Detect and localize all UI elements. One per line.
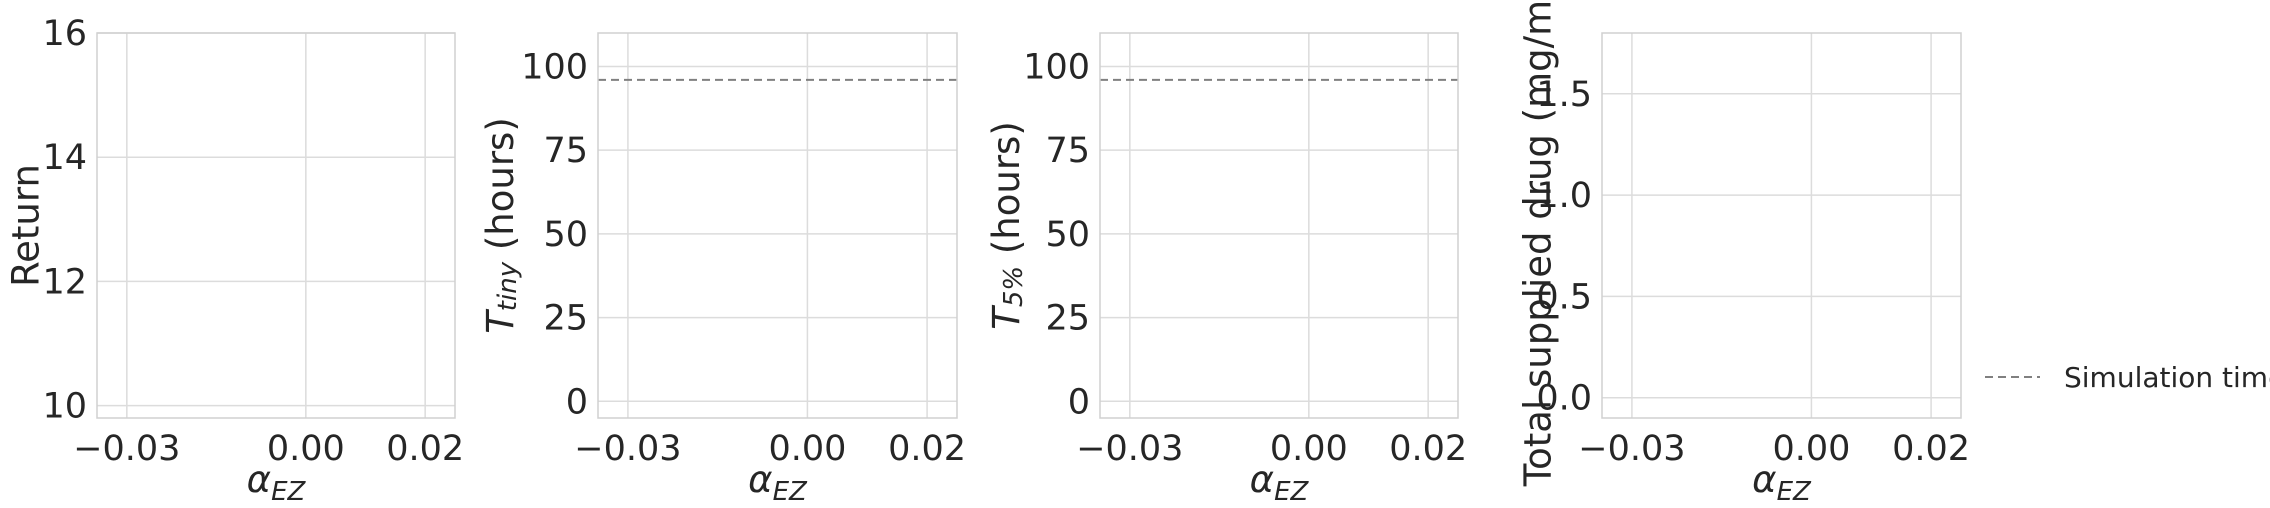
x-axis-label: αEZ: [1752, 458, 1812, 507]
y-axis-label: Ttiny (hours): [479, 117, 524, 334]
y-tick-label: 25: [1045, 299, 1090, 339]
y-tick-label: 14: [42, 138, 87, 178]
x-axis-label: αEZ: [247, 458, 307, 507]
y-tick-label: 100: [521, 47, 588, 87]
x-tick-label: 0.02: [386, 429, 464, 469]
x-tick-label: 0.00: [1772, 429, 1850, 469]
y-tick-label: 0: [1068, 382, 1090, 422]
y-tick-label: 16: [42, 14, 87, 54]
x-tick-label: 0.02: [1389, 429, 1467, 469]
x-tick-label: −0.03: [1076, 429, 1183, 469]
y-tick-label: 1.0: [1536, 176, 1592, 216]
y-axis-label: T5% (hours): [985, 121, 1030, 330]
panel-return: −0.03 0.00 0.02 10 12 14 16 αEZ Return: [5, 14, 465, 507]
x-axis-label: αEZ: [1250, 458, 1310, 507]
y-tick-label: 0.0: [1536, 379, 1592, 419]
y-tick-label: 10: [42, 387, 87, 427]
y-tick-label: 100: [1023, 47, 1090, 87]
x-tick-label: 0.02: [888, 429, 966, 469]
legend-label-simulation-time: Simulation time: [2064, 361, 2270, 394]
x-tick-label: 0.00: [267, 429, 345, 469]
axes-frame: [597, 32, 958, 419]
x-axis-label: αEZ: [748, 458, 808, 507]
axes-frame: [96, 32, 456, 419]
x-tick-label: −0.03: [1578, 429, 1685, 469]
y-tick-label: 75: [543, 131, 588, 171]
y-axis-label: Total supplied drug (mg/mL): [1517, 0, 1560, 487]
y-tick-label: 0.5: [1536, 277, 1592, 317]
panel-t-tiny: −0.03 0.00 0.02 0 25 50 75 100 αEZ Ttiny (hours): [479, 32, 966, 507]
y-tick-label: 75: [1045, 131, 1090, 171]
x-tick-label: 0.02: [1892, 429, 1970, 469]
panel-t-5pct: −0.03 0.00 0.02 0 25 50 75 100 αEZ T5% (hours): [985, 32, 1467, 507]
y-tick-label: 12: [42, 262, 87, 302]
y-tick-label: 50: [543, 215, 588, 255]
legend: Simulation time: [1985, 361, 2270, 394]
y-axis-label: Return: [5, 164, 48, 287]
x-tick-label: −0.03: [574, 429, 681, 469]
y-tick-label: 50: [1045, 215, 1090, 255]
x-tick-label: −0.03: [73, 429, 180, 469]
axes-frame: [1601, 32, 1962, 419]
x-tick-label: 0.00: [768, 429, 846, 469]
y-tick-label: 25: [543, 299, 588, 339]
x-tick-label: 0.00: [1270, 429, 1348, 469]
y-tick-label: 1.5: [1536, 75, 1592, 115]
y-tick-label: 0: [566, 382, 588, 422]
axes-frame: [1099, 32, 1459, 419]
panel-total-supplied-drug: −0.03 0.00 0.02 0.0 0.5 1.0 1.5 αEZ Total suppli…: [1517, 0, 1971, 507]
